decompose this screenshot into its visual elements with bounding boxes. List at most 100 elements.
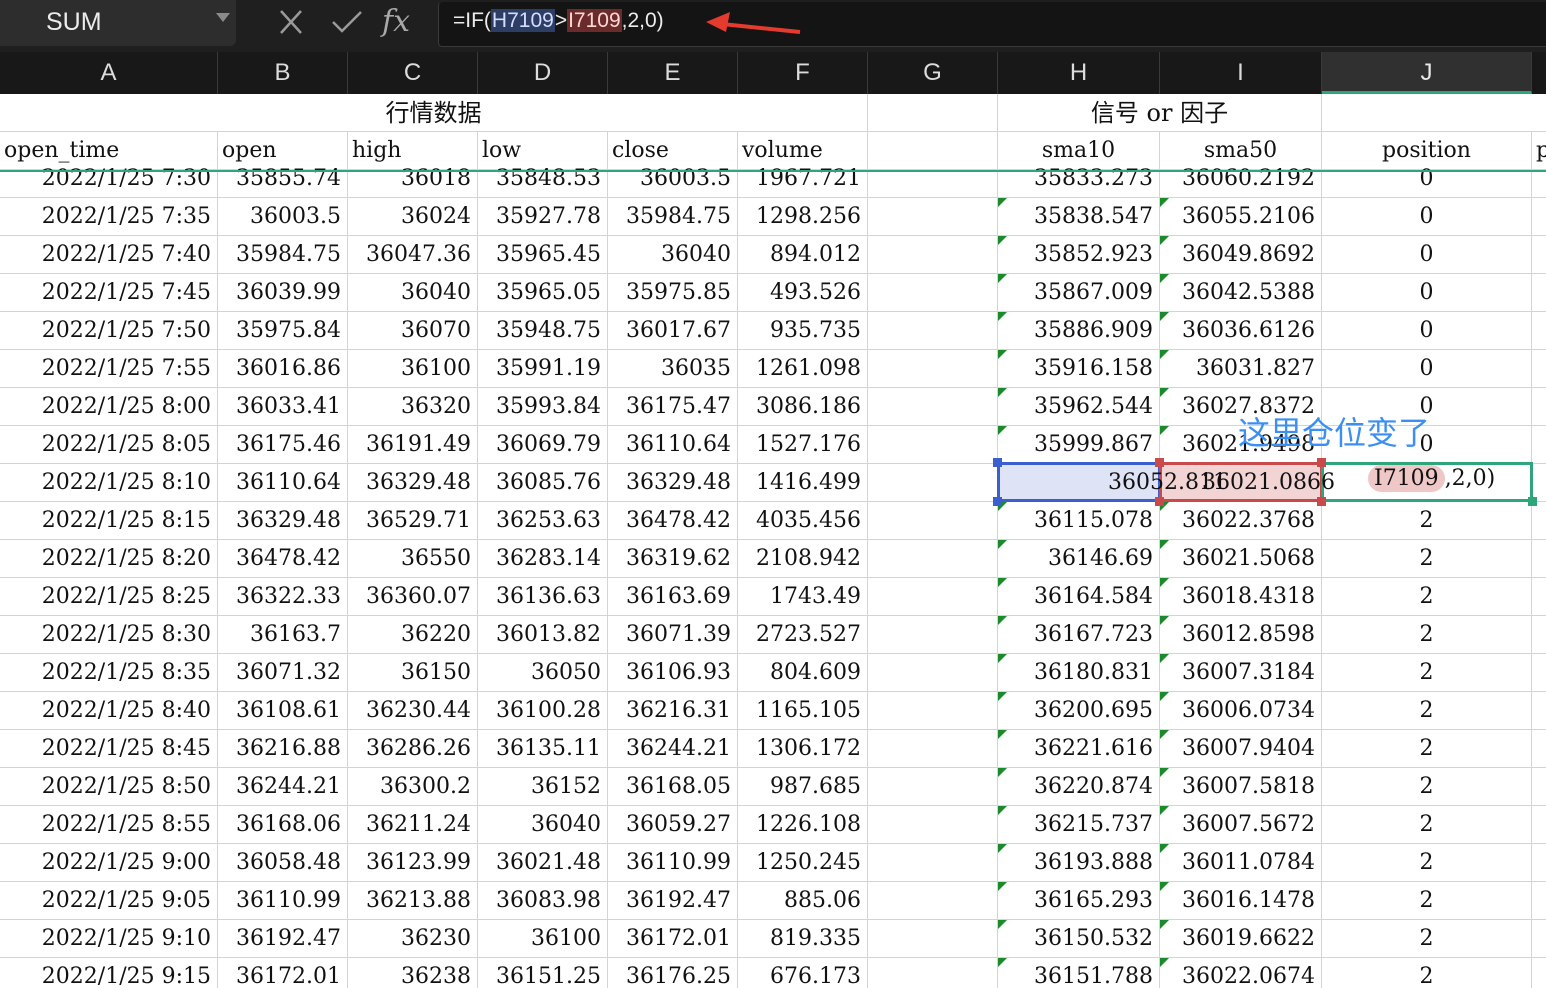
cell-low[interactable]: 36085.76 bbox=[478, 464, 608, 502]
cell-close[interactable]: 36172.01 bbox=[608, 920, 738, 958]
cell-open[interactable]: 35855.74 bbox=[218, 160, 348, 198]
cell-high[interactable]: 36213.88 bbox=[348, 882, 478, 920]
error-indicator-icon[interactable] bbox=[1160, 426, 1169, 435]
error-indicator-icon[interactable] bbox=[1160, 654, 1169, 663]
cell-k[interactable] bbox=[1532, 502, 1546, 540]
cell-k[interactable] bbox=[1532, 426, 1546, 464]
cell-low[interactable]: 36253.63 bbox=[478, 502, 608, 540]
error-indicator-icon[interactable] bbox=[998, 350, 1007, 359]
cell-sma10[interactable]: 36221.616 bbox=[998, 730, 1160, 768]
error-indicator-icon[interactable] bbox=[1160, 540, 1169, 549]
cell-g[interactable] bbox=[868, 540, 998, 578]
cell-volume[interactable]: 1250.245 bbox=[738, 844, 868, 882]
cell-edit-formula[interactable]: I7109,2,0) bbox=[1368, 465, 1495, 492]
cell-open[interactable]: 36039.99 bbox=[218, 274, 348, 312]
cell-low[interactable]: 36100 bbox=[478, 920, 608, 958]
cell-k[interactable] bbox=[1532, 578, 1546, 616]
cell-low[interactable]: 36100.28 bbox=[478, 692, 608, 730]
cell-open-time[interactable]: 2022/1/25 9:10 bbox=[0, 920, 218, 958]
cell-sma10[interactable]: 35962.544 bbox=[998, 388, 1160, 426]
cell-g[interactable] bbox=[868, 236, 998, 274]
cell-sma50[interactable]: 36012.8598 bbox=[1160, 616, 1322, 654]
cell-close[interactable]: 36329.48 bbox=[608, 464, 738, 502]
cell-sma50[interactable]: 36007.5818 bbox=[1160, 768, 1322, 806]
error-indicator-icon[interactable] bbox=[1160, 844, 1169, 853]
cell-g-group[interactable] bbox=[868, 94, 998, 132]
cell-low[interactable]: 35965.45 bbox=[478, 236, 608, 274]
cell-g[interactable] bbox=[868, 692, 998, 730]
cell-low[interactable]: 36021.48 bbox=[478, 844, 608, 882]
cell-high[interactable]: 36047.36 bbox=[348, 236, 478, 274]
cell-open[interactable]: 36058.48 bbox=[218, 844, 348, 882]
cell-sma10[interactable]: 35833.273 bbox=[998, 160, 1160, 198]
cell-position[interactable]: 2 bbox=[1322, 958, 1532, 988]
cell-close[interactable]: 36003.5 bbox=[608, 160, 738, 198]
error-indicator-icon[interactable] bbox=[998, 540, 1007, 549]
cell-close[interactable]: 36110.64 bbox=[608, 426, 738, 464]
cell-open-time[interactable]: 2022/1/25 8:40 bbox=[0, 692, 218, 730]
cell-g[interactable] bbox=[868, 464, 998, 502]
error-indicator-icon[interactable] bbox=[1160, 274, 1169, 283]
cell-g[interactable] bbox=[868, 768, 998, 806]
field-header-g[interactable] bbox=[868, 132, 998, 170]
cell-open-time[interactable]: 2022/1/25 8:45 bbox=[0, 730, 218, 768]
cell-sma50[interactable]: 36022.3768 bbox=[1160, 502, 1322, 540]
cell-open[interactable]: 36478.42 bbox=[218, 540, 348, 578]
cell-open-time[interactable]: 2022/1/25 7:55 bbox=[0, 350, 218, 388]
cell-k[interactable] bbox=[1532, 388, 1546, 426]
cell-k[interactable] bbox=[1532, 350, 1546, 388]
selected-cell-h7109[interactable] bbox=[997, 462, 1161, 502]
cell-g[interactable] bbox=[868, 388, 998, 426]
cell-position[interactable]: 0 bbox=[1322, 274, 1532, 312]
cell-sma10[interactable]: 36146.69 bbox=[998, 540, 1160, 578]
chevron-down-icon[interactable] bbox=[216, 13, 230, 22]
cell-sma50[interactable]: 36016.1478 bbox=[1160, 882, 1322, 920]
fx-icon[interactable]: fx bbox=[382, 4, 411, 39]
cell-close[interactable]: 36478.42 bbox=[608, 502, 738, 540]
cell-high[interactable]: 36070 bbox=[348, 312, 478, 350]
cell-close[interactable]: 36017.67 bbox=[608, 312, 738, 350]
cell-position[interactable]: 2 bbox=[1322, 616, 1532, 654]
field-header-k[interactable]: p bbox=[1532, 132, 1546, 170]
error-indicator-icon[interactable] bbox=[998, 654, 1007, 663]
error-indicator-icon[interactable] bbox=[998, 198, 1007, 207]
cell-open[interactable]: 35975.84 bbox=[218, 312, 348, 350]
cell-open-time[interactable]: 2022/1/25 7:50 bbox=[0, 312, 218, 350]
cell-close[interactable]: 36319.62 bbox=[608, 540, 738, 578]
cell-open-time[interactable]: 2022/1/25 8:25 bbox=[0, 578, 218, 616]
cell-sma10[interactable]: 35999.867 bbox=[998, 426, 1160, 464]
cell-low[interactable]: 36135.11 bbox=[478, 730, 608, 768]
cell-sma50[interactable]: 36019.6622 bbox=[1160, 920, 1322, 958]
error-indicator-icon[interactable] bbox=[998, 882, 1007, 891]
cell-open-time[interactable]: 2022/1/25 7:45 bbox=[0, 274, 218, 312]
cell-high[interactable]: 36024 bbox=[348, 198, 478, 236]
error-indicator-icon[interactable] bbox=[1160, 730, 1169, 739]
cell-high[interactable]: 36529.71 bbox=[348, 502, 478, 540]
cell-open[interactable]: 36322.33 bbox=[218, 578, 348, 616]
cell-k[interactable] bbox=[1532, 882, 1546, 920]
cell-k[interactable] bbox=[1532, 958, 1546, 988]
column-header-d[interactable]: D bbox=[478, 52, 608, 94]
cell-position[interactable]: 0 bbox=[1322, 198, 1532, 236]
cell-sma50[interactable]: 36027.8372 bbox=[1160, 388, 1322, 426]
cell-g[interactable] bbox=[868, 806, 998, 844]
cell-volume[interactable]: 819.335 bbox=[738, 920, 868, 958]
cell-sma50[interactable]: 36049.8692 bbox=[1160, 236, 1322, 274]
cell-low[interactable]: 36013.82 bbox=[478, 616, 608, 654]
cell-sma10[interactable]: 35838.547 bbox=[998, 198, 1160, 236]
cell-k[interactable] bbox=[1532, 198, 1546, 236]
cell-sma10[interactable]: 36193.888 bbox=[998, 844, 1160, 882]
cell-k[interactable] bbox=[1532, 616, 1546, 654]
cell-position[interactable]: 2 bbox=[1322, 502, 1532, 540]
cell-low[interactable]: 35991.19 bbox=[478, 350, 608, 388]
column-header-e[interactable]: E bbox=[608, 52, 738, 94]
cell-open[interactable]: 36110.64 bbox=[218, 464, 348, 502]
cell-sma10[interactable]: 36220.874 bbox=[998, 768, 1160, 806]
cell-volume[interactable]: 4035.456 bbox=[738, 502, 868, 540]
cell-low[interactable]: 36136.63 bbox=[478, 578, 608, 616]
cell-high[interactable]: 36230 bbox=[348, 920, 478, 958]
cell-sma50[interactable]: 36006.0734 bbox=[1160, 692, 1322, 730]
column-header-h[interactable]: H bbox=[998, 52, 1160, 94]
cell-high[interactable]: 36150 bbox=[348, 654, 478, 692]
error-indicator-icon[interactable] bbox=[1160, 236, 1169, 245]
